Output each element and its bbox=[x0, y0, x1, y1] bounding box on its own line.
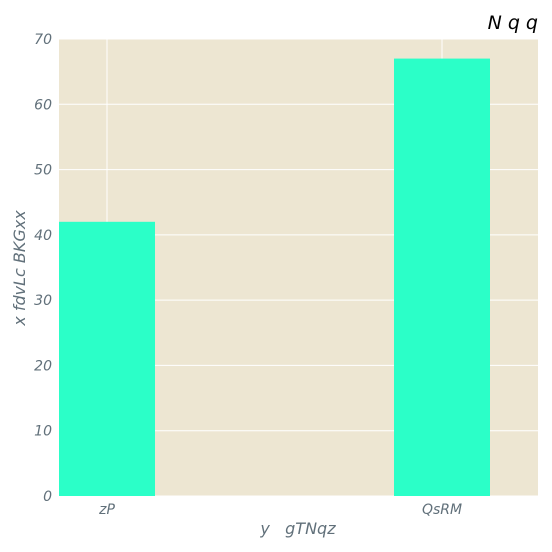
bar-zP bbox=[59, 221, 155, 497]
y-tick-label: 50 bbox=[34, 163, 52, 179]
y-tick-label: 0 bbox=[43, 489, 52, 505]
x-axis-label: y gTNqz bbox=[259, 519, 336, 538]
y-tick-label: 70 bbox=[34, 32, 52, 48]
bars bbox=[59, 58, 490, 497]
y-tick-label: 20 bbox=[34, 358, 52, 374]
y-tick-label: 30 bbox=[34, 293, 52, 309]
x-tick-label: QsRM bbox=[422, 502, 462, 518]
x-tick-labels: zP QsRM bbox=[98, 502, 462, 518]
y-axis-label: x fdvLc BKGxx bbox=[10, 210, 29, 327]
y-tick-label: 10 bbox=[34, 424, 52, 440]
y-tick-label: 60 bbox=[34, 97, 52, 113]
x-tick-label: zP bbox=[98, 502, 115, 518]
chart-title: N q q bbox=[488, 12, 538, 34]
y-tick-labels: 0 10 20 30 40 50 60 70 bbox=[34, 32, 52, 505]
bar-QsRM bbox=[394, 58, 490, 496]
y-tick-label: 40 bbox=[34, 228, 52, 244]
